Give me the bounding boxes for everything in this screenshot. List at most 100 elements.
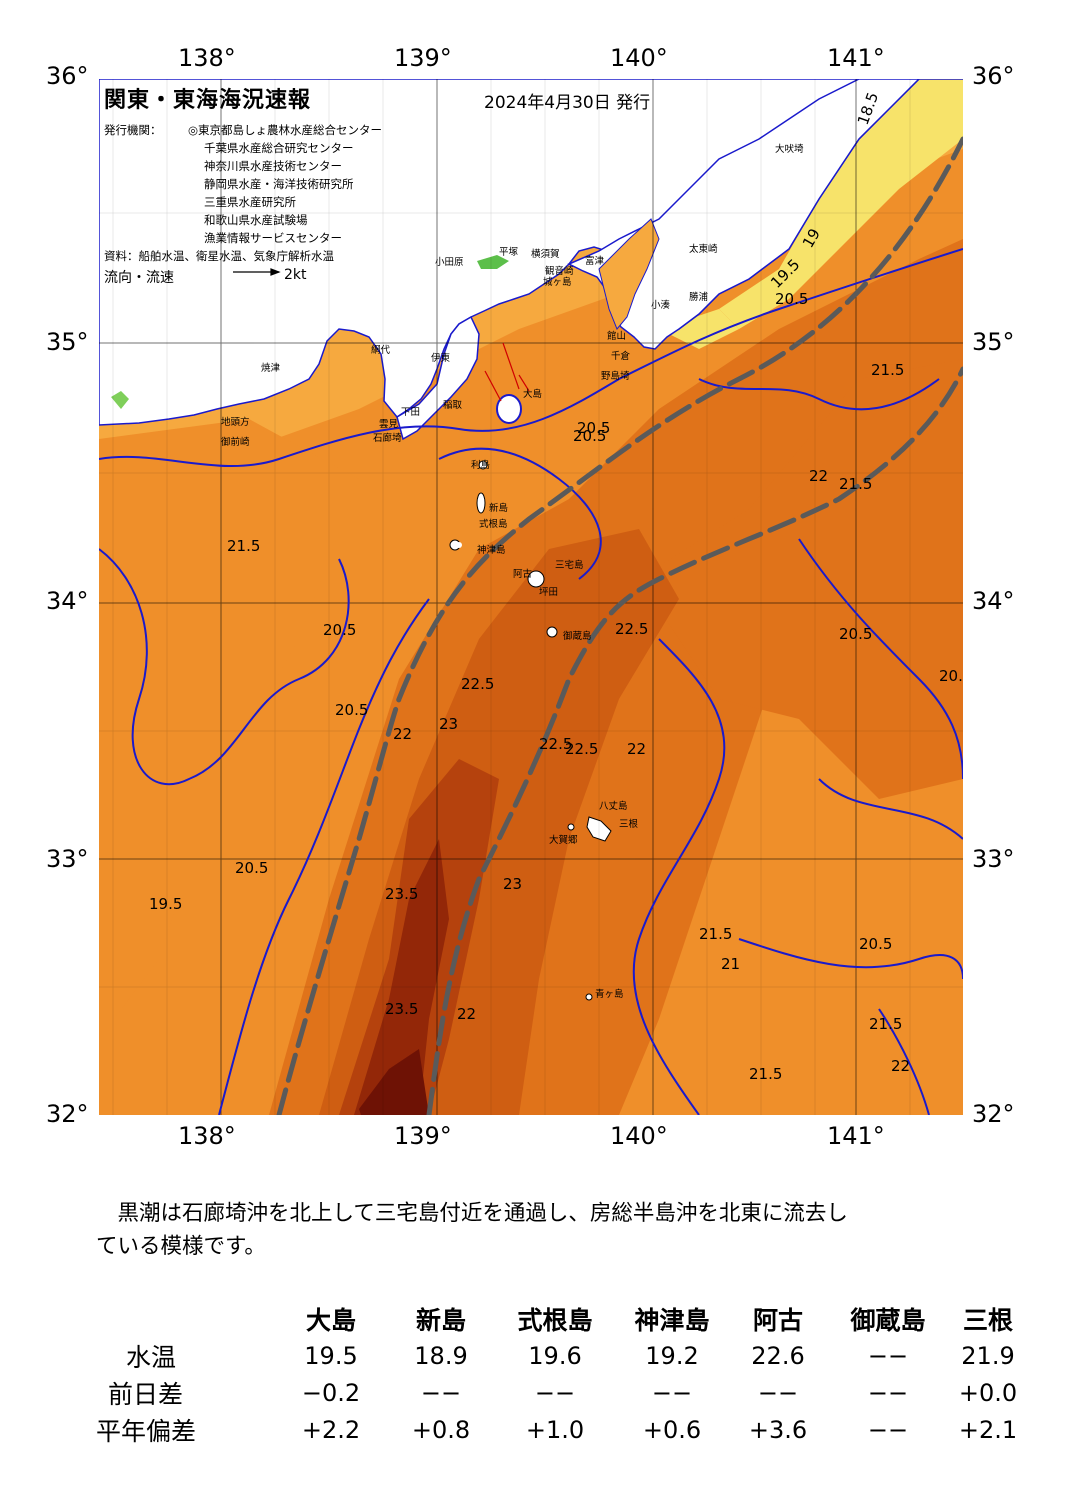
svg-text:22: 22 (393, 725, 412, 743)
svg-text:大賀郷: 大賀郷 (549, 834, 578, 846)
svg-text:22: 22 (627, 740, 646, 758)
table-cell: −0.2 (301, 1378, 361, 1407)
svg-text:22: 22 (809, 467, 828, 485)
col-mitsune: 三根 (962, 1305, 1013, 1335)
land-green-west (111, 391, 129, 409)
table-cell: −− (867, 1341, 909, 1370)
svg-text:21.5: 21.5 (749, 1065, 782, 1083)
lat-label-32-right: 32° (972, 1100, 1015, 1128)
svg-text:太東崎: 太東崎 (689, 243, 718, 255)
isotherms (99, 248, 963, 1115)
svg-text:20.5: 20.5 (335, 701, 368, 719)
svg-text:小湊: 小湊 (651, 299, 671, 311)
table-cell: 19.2 (645, 1341, 699, 1370)
svg-text:新島: 新島 (489, 502, 508, 514)
col-niijima: 新島 (415, 1305, 466, 1335)
table-cell: +2.2 (301, 1415, 361, 1444)
svg-text:21.5: 21.5 (869, 1015, 902, 1033)
place-names: 大吠埼 太東崎 勝浦 小湊 館山 千倉 野島埼 大島 利島 新島 式根島 神津島… (221, 143, 804, 1000)
kuroshio-axes (276, 136, 963, 1115)
table-row: 水温 19.5 18.9 19.6 19.2 22.6 −− 21.9 (96, 1337, 1028, 1374)
col-shikinejima: 式根島 (517, 1305, 593, 1335)
svg-text:富津: 富津 (585, 255, 605, 267)
svg-text:22.5: 22.5 (539, 735, 572, 753)
table-cell: +0.8 (411, 1415, 471, 1444)
graticule (99, 79, 963, 1115)
svg-text:下田: 下田 (401, 407, 420, 418)
svg-text:21.5: 21.5 (839, 475, 872, 493)
svg-text:観音崎: 観音崎 (545, 265, 574, 277)
island-niijima (476, 492, 486, 514)
svg-text:式根島: 式根島 (479, 518, 508, 530)
table-cell: 21.9 (961, 1341, 1015, 1370)
table-corner (96, 1300, 274, 1337)
table-cell: −− (757, 1378, 799, 1407)
land-boso (567, 79, 921, 350)
land-izu (396, 315, 480, 441)
table-cell: −− (867, 1378, 909, 1407)
band-21-west (99, 419, 359, 1039)
svg-text:20.5: 20.5 (323, 621, 356, 639)
island-mikurajima (546, 626, 558, 638)
lat-label-34-left: 34° (46, 587, 89, 615)
table-cell: −− (651, 1378, 693, 1407)
flow-legend-label: 流向・流速 (104, 270, 174, 286)
table-cell: 18.9 (414, 1341, 468, 1370)
svg-text:地頭方: 地頭方 (221, 416, 250, 428)
col-mikurajima: 御蔵島 (850, 1305, 926, 1335)
svg-text:20.5: 20.5 (859, 935, 892, 953)
svg-text:三根: 三根 (619, 818, 639, 830)
svg-text:大島: 大島 (523, 388, 542, 400)
band-24 (359, 1049, 429, 1115)
band-235 (354, 839, 449, 1115)
coastal-cool-band-2 (659, 309, 739, 349)
svg-text:小田原: 小田原 (435, 257, 464, 268)
summary-line-2: ている模様です。 (96, 1234, 266, 1259)
table-cell: −− (534, 1378, 576, 1407)
svg-text:23: 23 (439, 715, 458, 733)
svg-text:23.5: 23.5 (385, 1000, 418, 1018)
svg-text:22: 22 (457, 1005, 476, 1023)
island-toshima (478, 460, 488, 470)
island-kozushima (456, 542, 462, 548)
svg-text:勝浦: 勝浦 (689, 291, 709, 303)
issuer-6: 漁業情報サービスセンター (204, 231, 342, 245)
svg-text:坪田: 坪田 (539, 586, 558, 598)
issuer-4: 三重県水産研究所 (204, 195, 296, 209)
svg-text:神津島: 神津島 (477, 544, 506, 556)
kuroshio-axis-1 (276, 136, 963, 1115)
svg-text:20.5: 20.5 (939, 667, 963, 685)
lat-label-33-right: 33° (972, 845, 1015, 873)
row-label-daily-diff: 前日差 (108, 1379, 184, 1409)
svg-text:22: 22 (891, 1057, 910, 1075)
tokyo-bay (598, 218, 660, 330)
table-cell: −− (867, 1415, 909, 1444)
sea-temperature-map: 18.5 19 19.5 20.5 20.5 21.5 22 21.5 20.5… (99, 79, 963, 1115)
table-cell: +3.6 (748, 1415, 808, 1444)
table-cell: +1.0 (525, 1415, 585, 1444)
svg-text:22.5: 22.5 (565, 740, 598, 758)
island-miyakejima (527, 570, 545, 588)
island-aogashima (585, 993, 593, 1001)
svg-text:利島: 利島 (471, 459, 490, 471)
sagami-bay-green (477, 255, 509, 269)
lat-label-36-right: 36° (972, 62, 1015, 90)
row-label-normal-anomaly: 平年偏差 (96, 1416, 197, 1446)
svg-text:阿古: 阿古 (513, 568, 533, 580)
lat-label-35-left: 35° (46, 328, 89, 356)
lat-label-34-right: 34° (972, 587, 1015, 615)
svg-text:伊東: 伊東 (431, 352, 451, 364)
svg-text:御前崎: 御前崎 (221, 436, 250, 448)
table-cell: +0.0 (958, 1378, 1018, 1407)
map-title: 関東・東海海況速報 (104, 88, 312, 113)
svg-text:20.5: 20.5 (235, 859, 268, 877)
svg-text:22.5: 22.5 (615, 620, 648, 638)
svg-text:21.5: 21.5 (871, 361, 904, 379)
summary-text: 黒潮は石廊埼沖を北上して三宅島付近を通過し、房総半島沖を北東に流去し ている模様… (96, 1197, 1016, 1263)
issuer-3: 静岡県水産・海洋技術研究所 (204, 177, 354, 191)
flow-scale-arrow (233, 268, 281, 276)
lon-label-139-top: 139° (394, 44, 452, 72)
table-cell: −− (420, 1378, 462, 1407)
lon-label-141-top: 141° (827, 44, 885, 72)
issuer-1: 千葉県水産総合研究センター (204, 141, 354, 155)
